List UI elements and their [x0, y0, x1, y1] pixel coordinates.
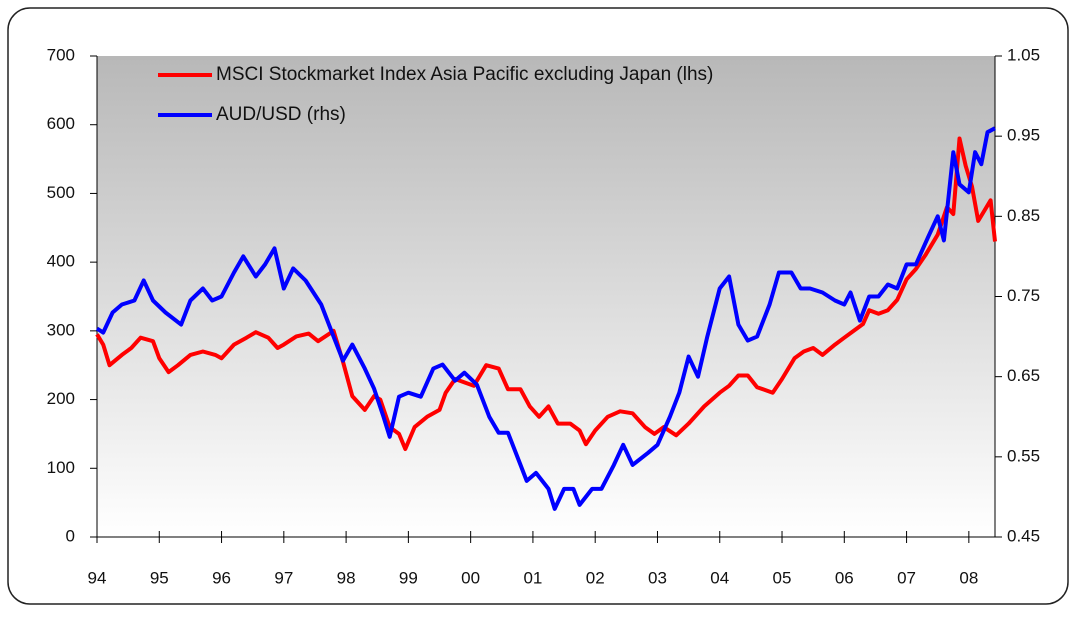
x-tick-label: 00: [461, 568, 480, 587]
x-tick-label: 97: [274, 568, 293, 587]
x-tick-label: 03: [648, 568, 667, 587]
y2-tick-label: 0.45: [1007, 526, 1040, 545]
y2-tick-label: 0.65: [1007, 366, 1040, 385]
x-tick-label: 02: [586, 568, 605, 587]
y-tick-label: 500: [47, 183, 75, 202]
y-tick-label: 400: [47, 252, 75, 271]
x-tick-label: 04: [710, 568, 729, 587]
x-tick-label: 99: [399, 568, 418, 587]
legend-label: MSCI Stockmarket Index Asia Pacific excl…: [216, 64, 713, 85]
legend-label: AUD/USD (rhs): [216, 104, 346, 125]
x-tick-label: 07: [897, 568, 916, 587]
x-tick-label: 95: [150, 568, 169, 587]
plot-area: [97, 56, 995, 537]
x-tick-label: 94: [88, 568, 107, 587]
y2-tick-label: 0.95: [1007, 126, 1040, 145]
y2-tick-label: 1.05: [1007, 45, 1040, 64]
x-tick-label: 08: [959, 568, 978, 587]
x-tick-label: 05: [773, 568, 792, 587]
x-tick-label: 98: [337, 568, 356, 587]
y-tick-label: 600: [47, 114, 75, 133]
y-tick-label: 200: [47, 389, 75, 408]
y2-tick-label: 0.85: [1007, 206, 1040, 225]
x-tick-label: 01: [523, 568, 542, 587]
y-tick-label: 100: [47, 458, 75, 477]
y2-tick-label: 0.75: [1007, 286, 1040, 305]
y2-tick-label: 0.55: [1007, 446, 1040, 465]
series-line: [95, 136, 997, 451]
series-line: [95, 126, 996, 511]
y-tick-label: 0: [66, 526, 75, 545]
y-tick-label: 700: [47, 45, 75, 64]
x-tick-label: 96: [212, 568, 231, 587]
y-tick-label: 300: [47, 320, 75, 339]
x-tick-label: 06: [835, 568, 854, 587]
